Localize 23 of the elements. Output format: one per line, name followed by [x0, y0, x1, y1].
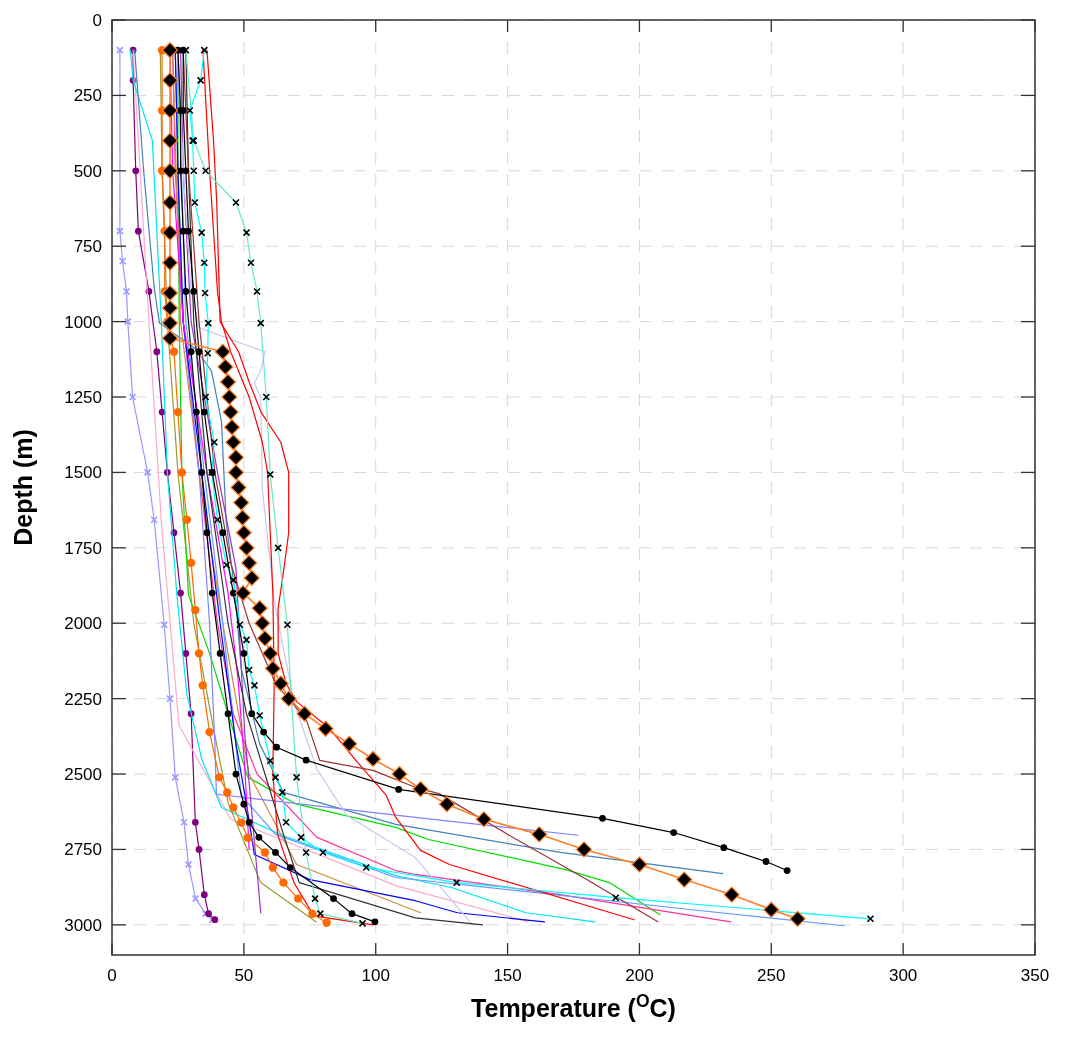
- x-tick-label: 0: [107, 966, 117, 985]
- y-tick-label: 1750: [64, 538, 102, 558]
- y-tick-label: 2500: [64, 764, 102, 784]
- y-tick-label: 250: [73, 86, 102, 106]
- y-tick-label: 2250: [64, 689, 102, 709]
- y-tick-label: 1500: [64, 463, 102, 483]
- x-tick-label: 350: [1020, 966, 1050, 985]
- y-axis-title: Depth (m): [9, 429, 37, 546]
- x-tick-label: 300: [888, 966, 918, 985]
- x-tick-label: 50: [234, 966, 254, 985]
- x-tick-label: 250: [757, 966, 786, 985]
- x-tick-label: 100: [361, 966, 390, 985]
- x-tick-label: 150: [493, 966, 522, 985]
- x-tick-label: 200: [625, 966, 654, 985]
- y-tick-label: 500: [73, 161, 102, 181]
- y-tick-label: 750: [73, 237, 102, 257]
- y-tick-label: 3000: [64, 915, 102, 935]
- y-tick-label: 1250: [64, 387, 102, 407]
- y-tick-label: 2750: [64, 840, 102, 860]
- y-tick-label: 1000: [64, 312, 102, 332]
- y-tick-label: 0: [92, 10, 102, 30]
- y-tick-label: 2000: [64, 614, 102, 634]
- x-axis-title: Temperature ($^{O}$C): [471, 991, 676, 1022]
